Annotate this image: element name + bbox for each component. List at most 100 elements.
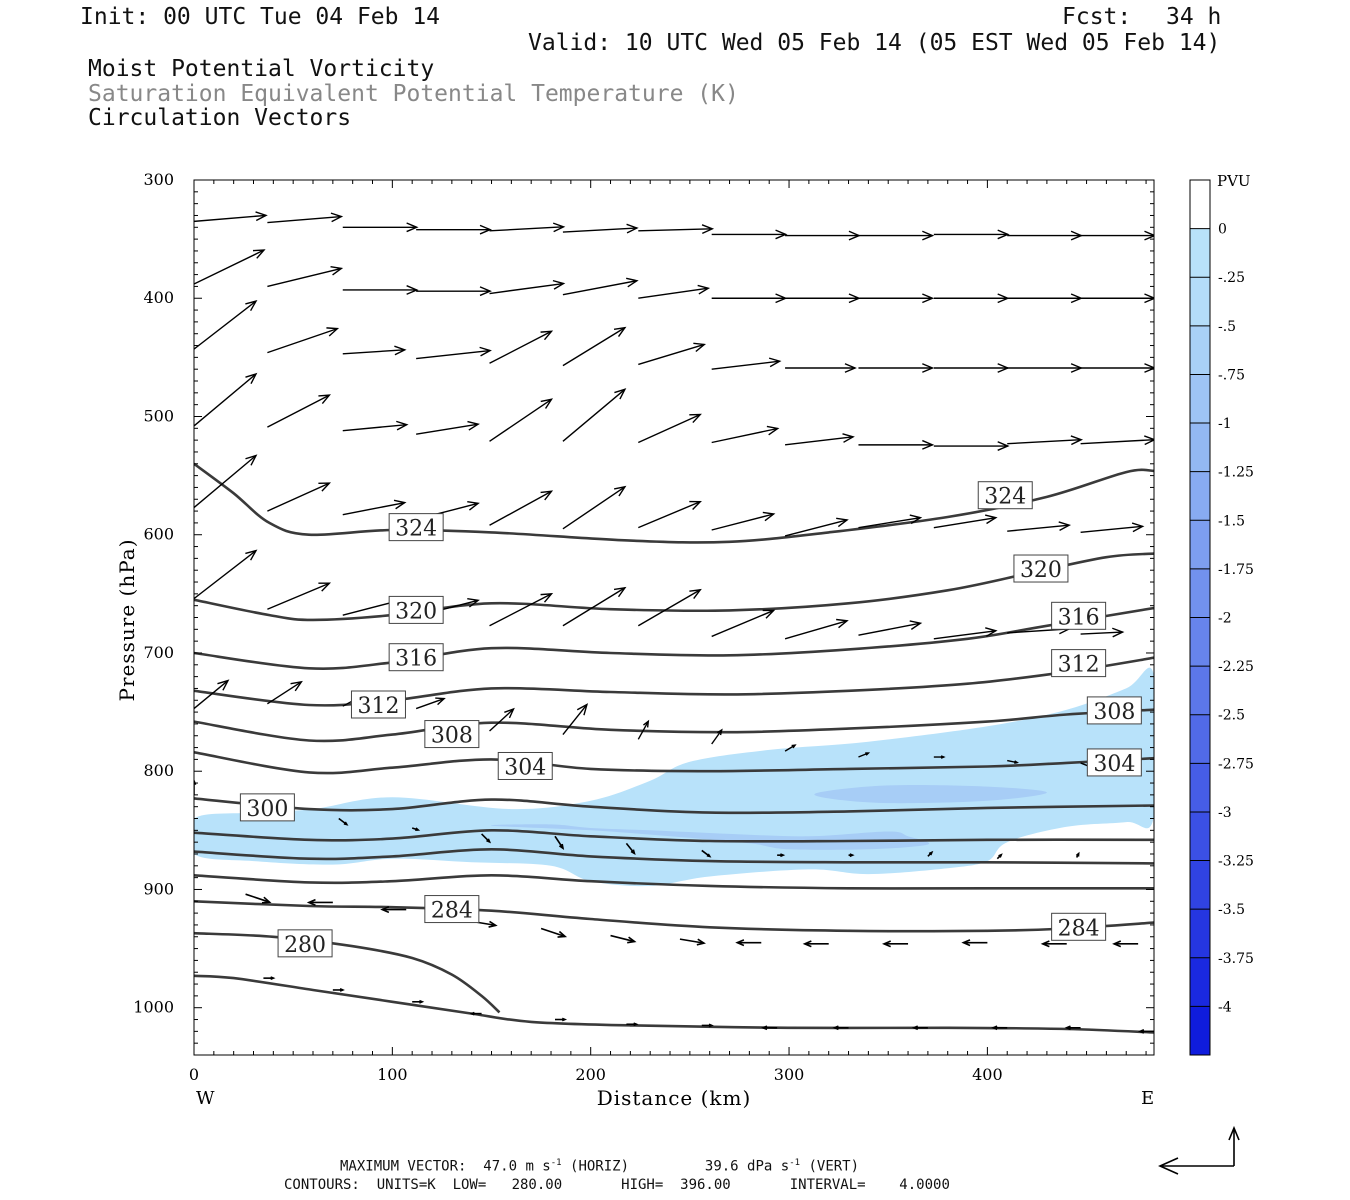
circulation-vector-low-6 <box>701 849 712 858</box>
circulation-vector-low-20 <box>802 940 829 948</box>
circulation-vector-33 <box>711 357 782 370</box>
circulation-vector-48 <box>858 439 935 450</box>
circulation-vector-low-16 <box>540 927 568 938</box>
contour-label-304: 304 <box>497 751 553 780</box>
colorbar-tick-label: -1.25 <box>1218 465 1254 481</box>
colorbar-unit: PVU <box>1217 172 1251 190</box>
y-tick-label: 300 <box>143 170 174 189</box>
colorbar-swatch <box>1190 617 1210 667</box>
colorbar-swatch <box>1190 374 1210 424</box>
circulation-vector-57 <box>562 485 627 530</box>
contour-info: CONTOURS: UNITS=K LOW= 280.00 HIGH= 396.… <box>284 1177 950 1193</box>
axis-layer: 300 400 500 600 700 800 900 1000 0 100 200 300 400 <box>133 170 1155 1084</box>
circulation-vector-44 <box>562 388 627 442</box>
y-tick-label: 800 <box>143 761 174 780</box>
circulation-vector-36 <box>933 363 1010 373</box>
circulation-vector-low-23 <box>1040 940 1067 948</box>
x-axis-title: Distance (km) <box>597 1086 752 1110</box>
circulation-vector-low-10 <box>996 853 1003 860</box>
circulation-vector-50 <box>1007 435 1084 446</box>
circulation-vector-low-21 <box>881 940 909 948</box>
contour-label-316: 316 <box>388 643 444 672</box>
y-axis-title: Pressure (hPa) <box>115 539 139 702</box>
contour-label-312: 312 <box>350 690 406 719</box>
contour-label-text: 304 <box>1093 752 1135 777</box>
circulation-vector-23 <box>933 293 1010 304</box>
circulation-vector-30 <box>489 330 554 364</box>
contour-label-304: 304 <box>1086 748 1142 777</box>
contour-label-312: 312 <box>1051 649 1107 678</box>
contour-label-text: 316 <box>395 647 437 672</box>
circulation-vector-47 <box>784 433 855 446</box>
colorbar-swatch <box>1190 423 1210 472</box>
contour-label-text: 308 <box>1093 700 1135 725</box>
circulation-vector-64 <box>1080 522 1145 534</box>
x-end-label-west: W <box>196 1088 215 1109</box>
y-tick-label: 1000 <box>133 998 174 1017</box>
circulation-vector-low-36 <box>1064 1025 1081 1031</box>
circulation-vector-78 <box>194 679 230 710</box>
colorbar-tick-label: -1 <box>1218 416 1232 432</box>
circulation-vector-45 <box>638 413 702 444</box>
circulation-vector-53 <box>267 482 332 512</box>
circulation-vector-28 <box>342 345 407 356</box>
circulation-vector-0 <box>194 211 268 223</box>
colorbar-swatch <box>1190 763 1210 812</box>
circulation-vector-37 <box>1007 363 1084 373</box>
contour-304 <box>194 751 1154 775</box>
colorbar-tick-label: -3.75 <box>1218 951 1254 967</box>
forecast-label: Fcst: <box>1062 4 1132 30</box>
contour-label-280: 280 <box>277 929 333 958</box>
circulation-vector-low-5 <box>625 842 636 855</box>
field-title-theta-es: Saturation Equivalent Potential Temperat… <box>88 81 739 107</box>
circulation-vector-59 <box>711 511 776 531</box>
colorbar-swatch <box>1190 228 1210 278</box>
circulation-vector-77 <box>1080 627 1125 638</box>
circulation-vector-low-29 <box>554 1017 568 1022</box>
circulation-vector-81 <box>415 697 446 710</box>
circulation-vector-24 <box>1007 293 1084 304</box>
circulation-vector-66 <box>267 582 332 610</box>
plot-frame <box>193 179 1155 1056</box>
contour-label-text: 320 <box>1020 558 1062 583</box>
colorbar-swatch <box>1190 860 1210 910</box>
circulation-vector-21 <box>785 293 861 304</box>
y-tick-label: 700 <box>143 643 174 662</box>
x-tick-label: 400 <box>972 1065 1003 1084</box>
contour-label-text: 324 <box>984 485 1026 510</box>
circulation-vector-41 <box>342 420 409 432</box>
circulation-vector-9 <box>858 230 935 241</box>
circulation-vector-low-31 <box>701 1023 714 1028</box>
circulation-vector-17 <box>489 279 566 295</box>
contour-284 <box>194 900 1154 933</box>
circulation-vector-39 <box>194 372 258 427</box>
circulation-vector-27 <box>267 327 340 354</box>
circulation-vector-70 <box>562 586 627 627</box>
circulation-vector-10 <box>933 229 1010 240</box>
circulation-vector-12 <box>1080 230 1154 241</box>
contour-label-text: 312 <box>357 694 399 719</box>
circulation-vector-58 <box>638 500 702 529</box>
circulation-vector-5 <box>562 223 639 234</box>
circulation-vector-low-33 <box>832 1025 849 1031</box>
circulation-vector-1 <box>267 212 344 224</box>
colorbar-swatch <box>1190 277 1210 326</box>
circulation-vector-low-1 <box>338 817 349 826</box>
circulation-vector-40 <box>267 394 331 428</box>
circulation-vector-83 <box>562 703 589 735</box>
max-vector-horiz-tag: (HORIZ) <box>570 1158 630 1175</box>
max-vector-line: MAXIMUM VECTOR: 47.0 m s-1 (HORIZ) 39.6 … <box>340 1158 859 1175</box>
init-time: Init: 00 UTC Tue 04 Feb 14 <box>80 4 441 30</box>
circulation-vector-31 <box>562 326 627 367</box>
circulation-vector-8 <box>785 230 861 241</box>
contour-label-text: 312 <box>1058 653 1100 678</box>
colorbar-swatch <box>1190 180 1210 229</box>
circulation-vector-79 <box>267 680 303 705</box>
circulation-vector-low-25 <box>263 976 276 981</box>
contour-label-284: 284 <box>424 895 480 924</box>
max-vector-vert: 39.6 dPa s <box>704 1158 790 1175</box>
circulation-vector-87 <box>858 752 871 758</box>
max-vector-horiz-exp: -1 <box>550 1158 562 1168</box>
y-tick-label: 900 <box>143 879 174 898</box>
colorbar-swatch <box>1190 666 1210 715</box>
